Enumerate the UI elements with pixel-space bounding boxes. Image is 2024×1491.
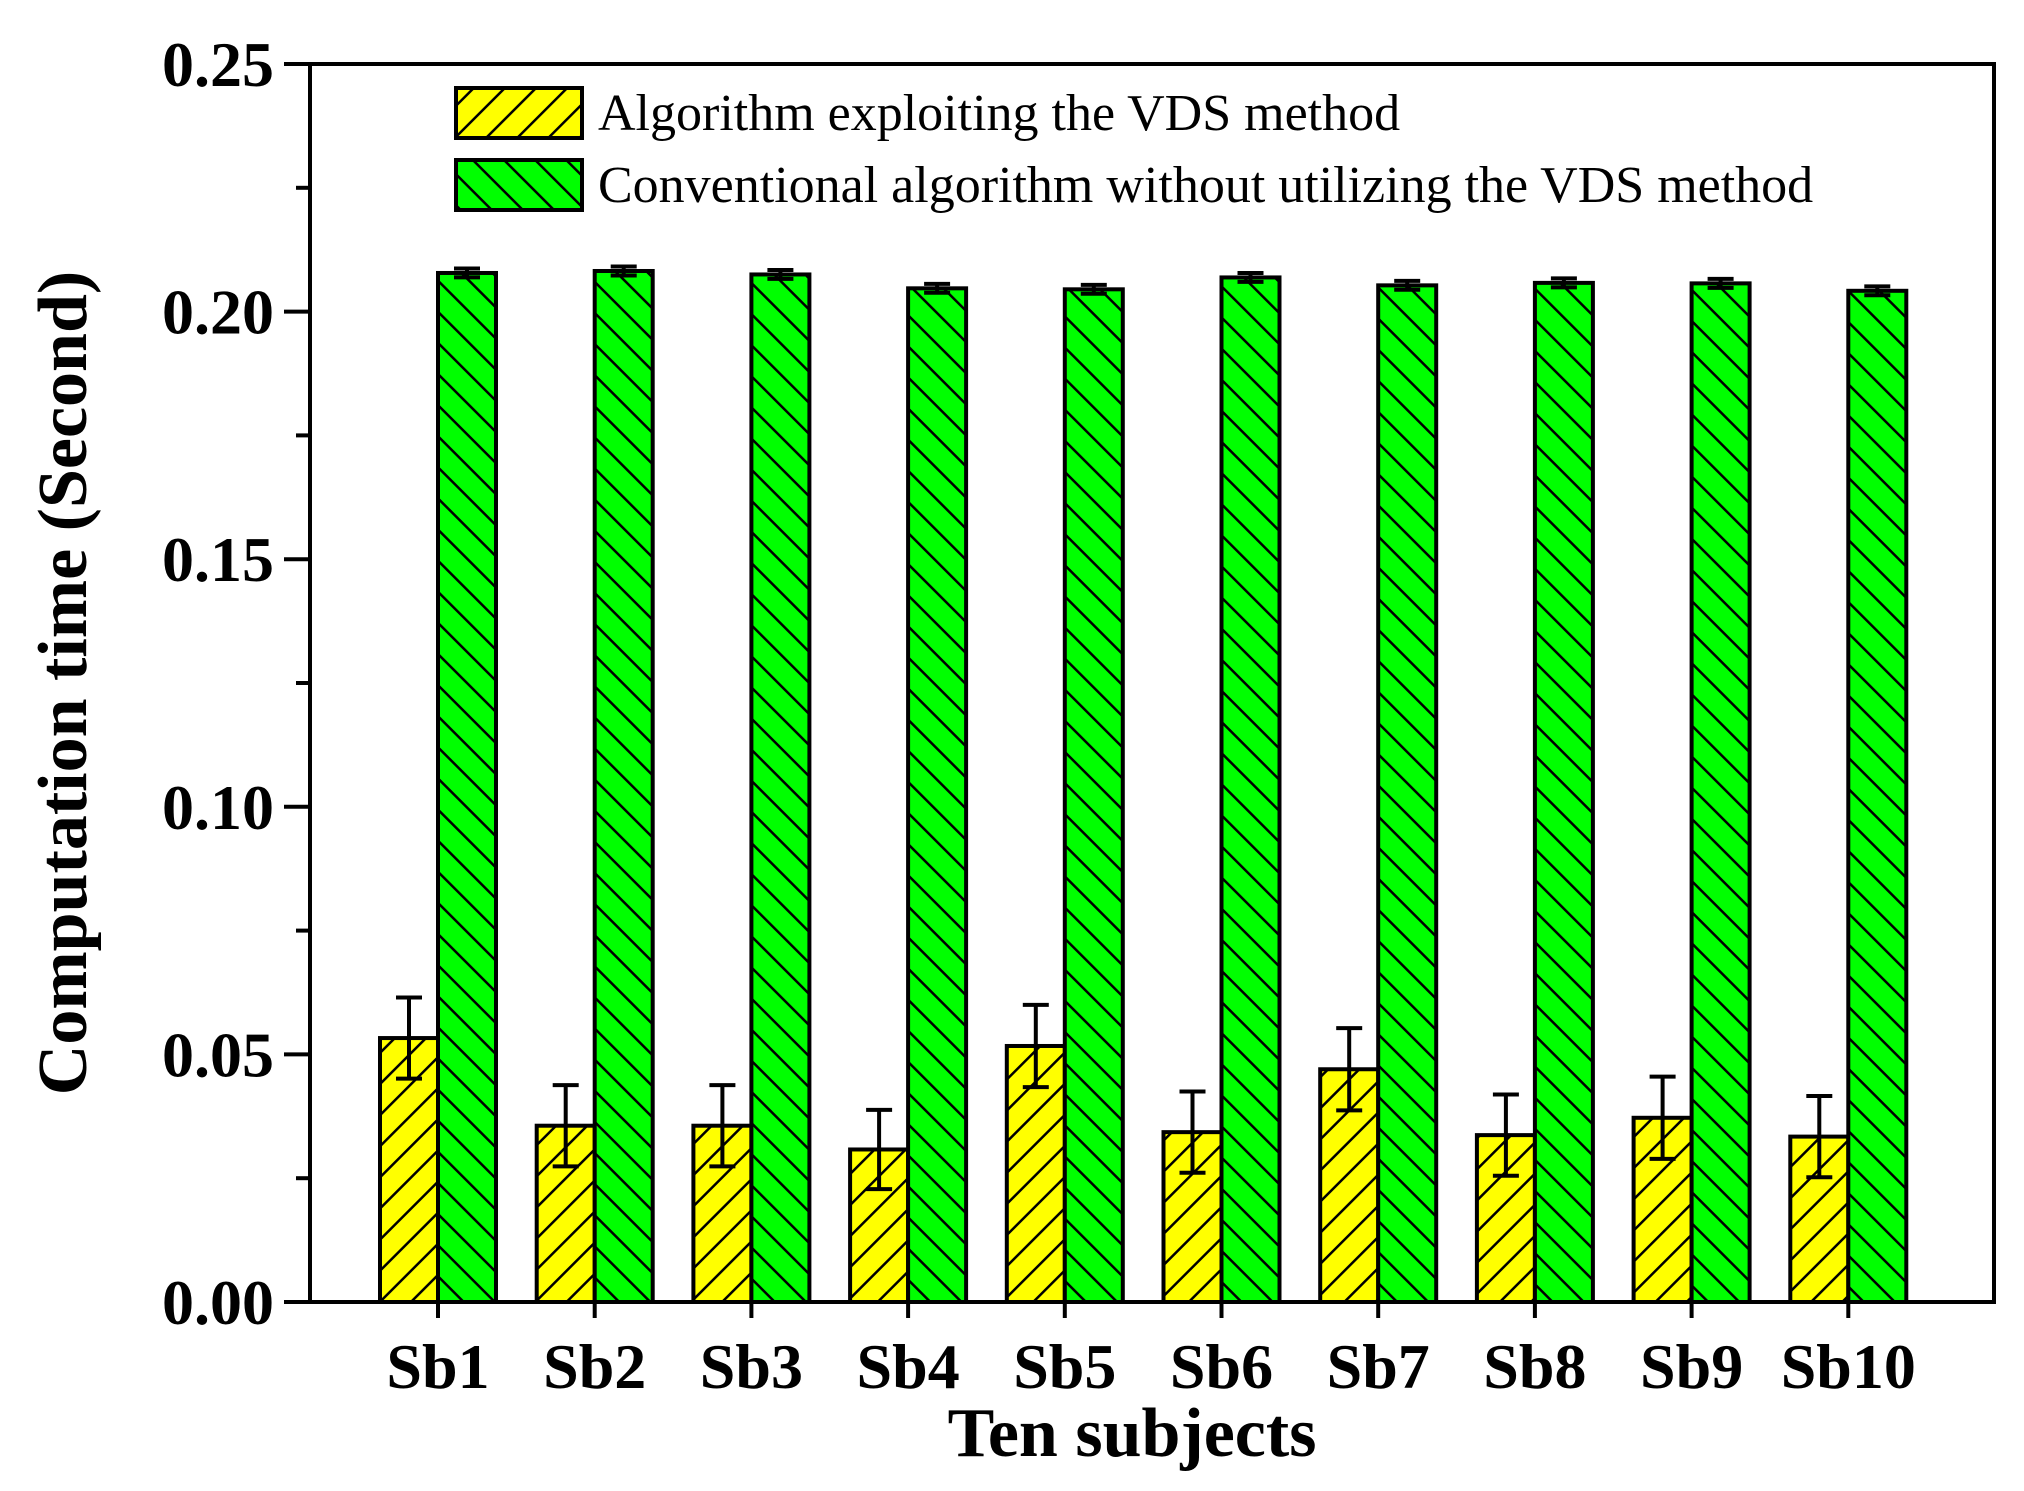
error-bar: [1080, 282, 1107, 296]
x-tick-label: Sb10: [1781, 1331, 1916, 1402]
error-bar: [767, 268, 794, 281]
bar-conventional: [1846, 288, 1909, 1305]
legend-item: Algorithm exploiting the VDS method: [454, 85, 1400, 142]
legend-label: Conventional algorithm without utilizing…: [598, 157, 1813, 214]
legend-label: Algorithm exploiting the VDS method: [598, 85, 1400, 142]
bar-conventional: [592, 268, 655, 1304]
error-bar: [552, 1083, 579, 1169]
error-bar: [454, 266, 480, 280]
error-bar: [1806, 1093, 1833, 1180]
error-bar: [1237, 270, 1264, 284]
error-bar: [1707, 276, 1734, 290]
y-tick-label: 0.00: [162, 1267, 274, 1338]
error-bar: [1492, 1092, 1519, 1178]
y-tick-label: 0.05: [162, 1019, 274, 1090]
y-axis-title: Computation time (Second): [25, 271, 102, 1095]
error-bar: [396, 995, 422, 1081]
x-tick-label: Sb2: [543, 1331, 646, 1402]
error-bar: [866, 1107, 893, 1192]
error-bar: [610, 264, 637, 278]
bar-conventional: [1219, 275, 1282, 1305]
error-bar: [1179, 1089, 1206, 1175]
error-bar: [924, 281, 951, 295]
bar-conventional: [1376, 283, 1439, 1305]
y-tick-label: 0.10: [162, 772, 274, 843]
x-tick-label: Sb4: [857, 1331, 960, 1402]
x-tick-label: Sb6: [1170, 1331, 1273, 1402]
x-axis-title: Ten subjects: [948, 1395, 1317, 1472]
error-bar: [1336, 1026, 1363, 1113]
error-bar: [1394, 278, 1421, 292]
x-tick-label: Sb1: [386, 1331, 489, 1402]
error-bar: [1022, 1002, 1049, 1090]
bar-conventional: [749, 272, 812, 1305]
legend-item: Conventional algorithm without utilizing…: [454, 157, 1813, 214]
bar-conventional: [1062, 287, 1125, 1305]
legend-swatch: [454, 158, 584, 212]
error-bar: [1550, 276, 1577, 290]
legend-swatch: [454, 86, 584, 140]
x-tick-label: Sb9: [1640, 1331, 1743, 1402]
error-bar: [709, 1083, 736, 1169]
y-tick-label: 0.15: [162, 524, 274, 595]
x-tick-label: Sb3: [700, 1331, 803, 1402]
bar-conventional: [436, 270, 498, 1305]
bar-conventional: [906, 286, 969, 1304]
bar-conventional: [1532, 280, 1595, 1304]
y-tick-label: 0.25: [162, 29, 274, 100]
x-tick-label: Sb8: [1483, 1331, 1586, 1402]
error-bar: [1864, 284, 1891, 298]
error-bar: [1649, 1074, 1676, 1161]
x-tick-label: Sb7: [1327, 1331, 1430, 1402]
y-tick-label: 0.20: [162, 277, 274, 348]
x-tick-label: Sb5: [1013, 1331, 1116, 1402]
bar-conventional: [1689, 281, 1752, 1304]
